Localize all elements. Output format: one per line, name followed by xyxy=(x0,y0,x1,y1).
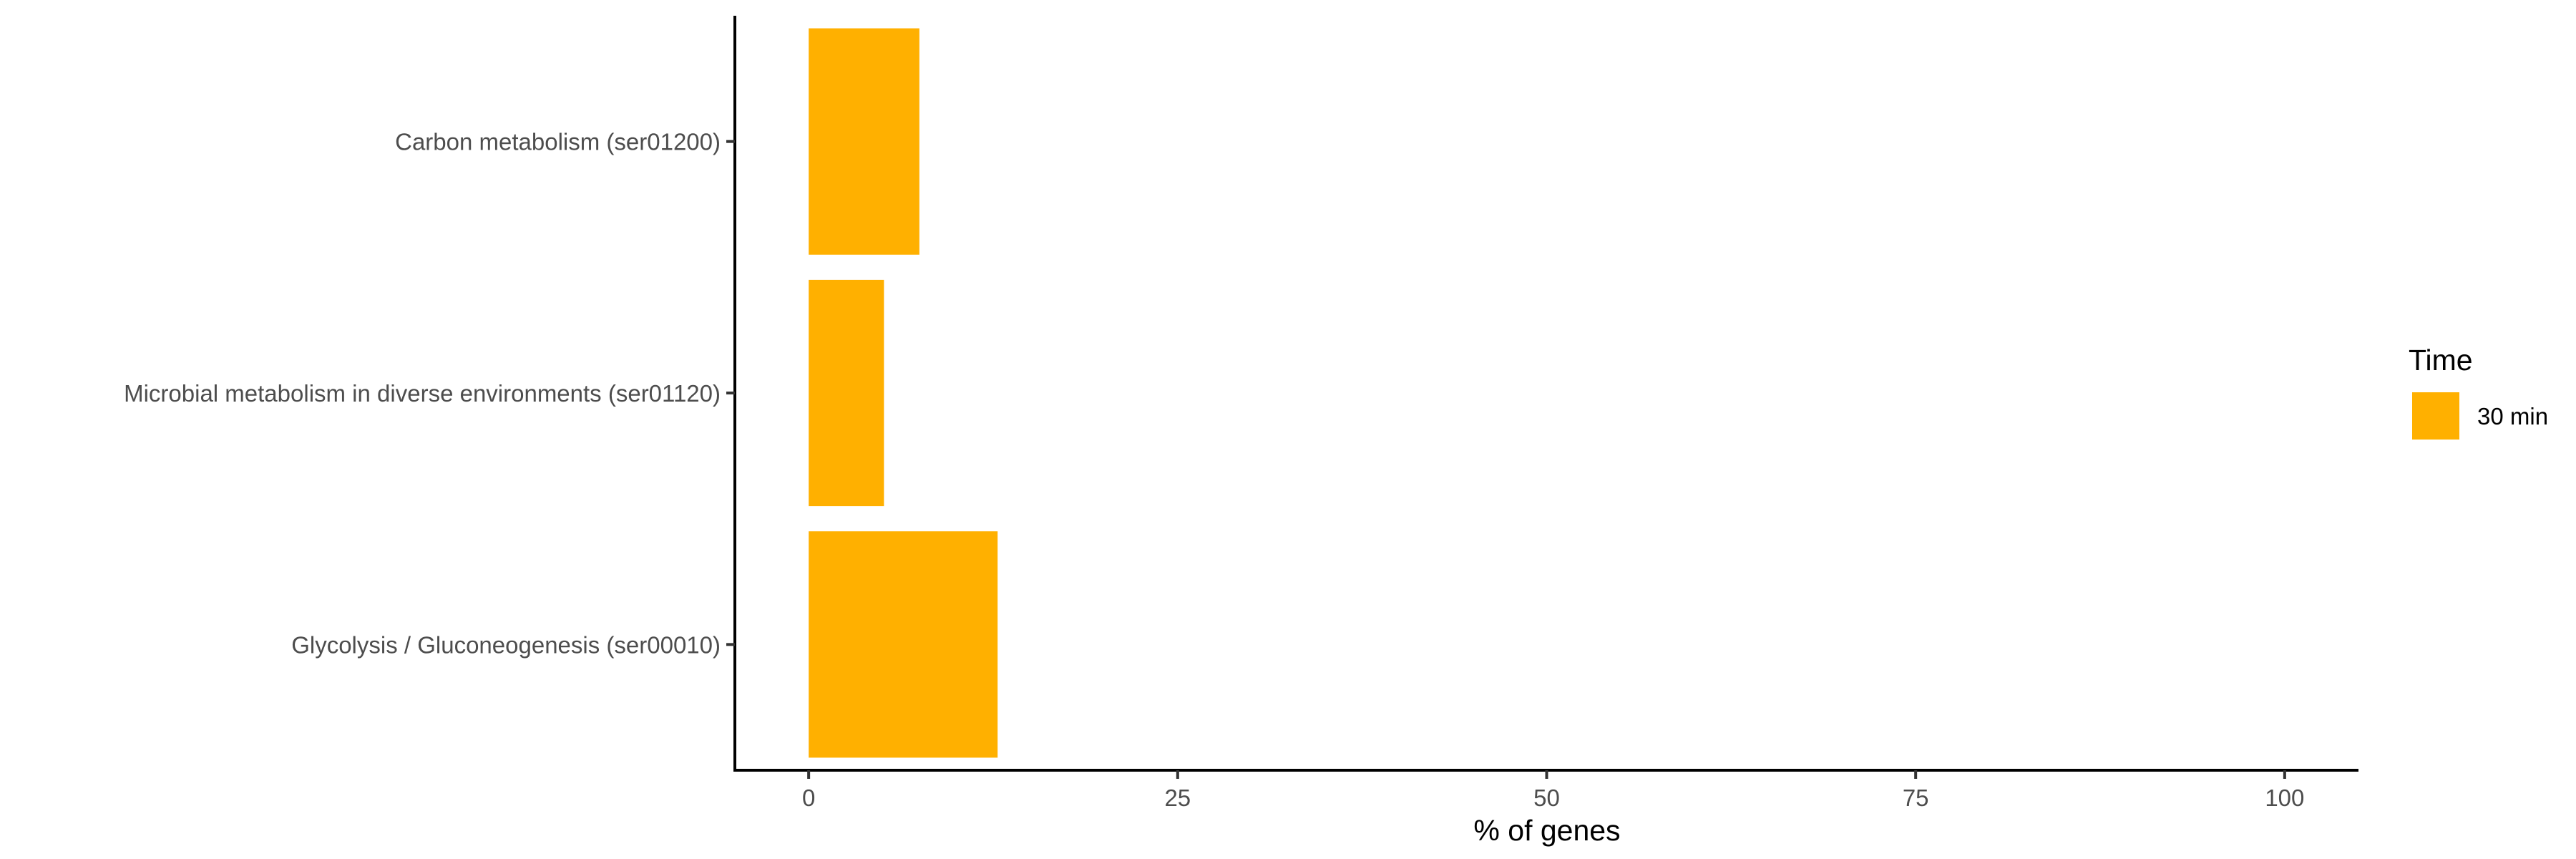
bar-1 xyxy=(809,28,919,255)
legend-items: 30 min xyxy=(2412,392,2548,440)
x-tick-label: 50 xyxy=(1533,785,1560,811)
x-tick-label: 25 xyxy=(1164,785,1191,811)
y-axis-ticks: Carbon metabolism (ser01200) Microbial me… xyxy=(124,129,735,658)
bars xyxy=(809,28,998,758)
x-axis-title: % of genes xyxy=(1473,814,1620,847)
y-tick-label: Microbial metabolism in diverse environm… xyxy=(124,380,721,407)
legend: Time 30 min xyxy=(2409,344,2548,440)
bar-3 xyxy=(809,531,998,758)
x-tick-label: 75 xyxy=(1903,785,1929,811)
y-tick-label: Glycolysis / Gluconeogenesis (ser00010) xyxy=(291,631,721,658)
x-axis-ticks: 0 25 50 75 100 xyxy=(802,770,2304,811)
bar-2 xyxy=(809,279,884,507)
x-tick-label: 0 xyxy=(802,785,815,811)
y-tick-label: Carbon metabolism (ser01200) xyxy=(395,129,721,155)
legend-label: 30 min xyxy=(2477,403,2548,430)
legend-key xyxy=(2412,392,2459,440)
legend-title: Time xyxy=(2409,344,2473,377)
x-tick-label: 100 xyxy=(2265,785,2304,811)
